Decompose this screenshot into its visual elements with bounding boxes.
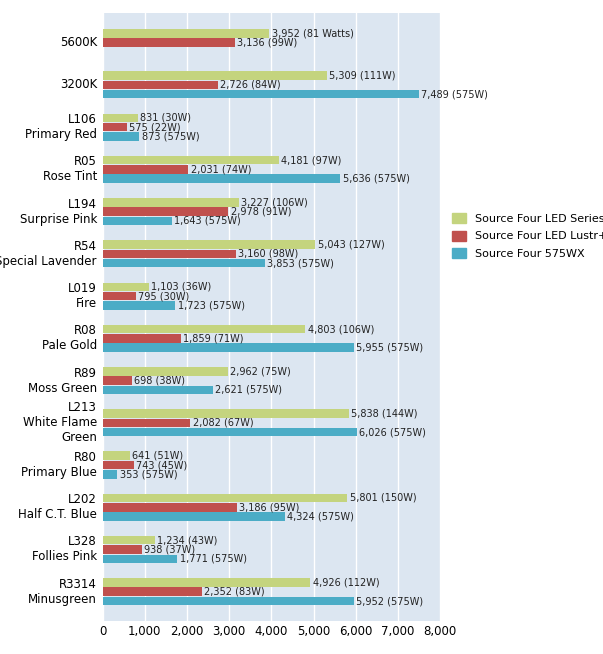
Text: 2,082 (67W): 2,082 (67W) — [193, 418, 253, 428]
Text: 795 (30W): 795 (30W) — [139, 291, 189, 301]
Text: 6,026 (575W): 6,026 (575W) — [359, 427, 426, 437]
Bar — [103, 470, 118, 479]
Text: 5,309 (111W): 5,309 (111W) — [329, 71, 396, 80]
Text: 4,181 (97W): 4,181 (97W) — [282, 155, 342, 165]
Bar — [103, 343, 354, 352]
Text: 2,978 (91W): 2,978 (91W) — [230, 207, 291, 216]
Text: 4,926 (112W): 4,926 (112W) — [313, 577, 379, 587]
Text: 831 (30W): 831 (30W) — [140, 113, 191, 123]
Bar — [103, 512, 285, 521]
Bar — [103, 428, 357, 436]
Text: 3,853 (575W): 3,853 (575W) — [268, 258, 334, 268]
Bar — [103, 175, 341, 183]
Bar — [103, 587, 202, 596]
Bar — [103, 367, 227, 375]
Bar — [103, 409, 349, 418]
Text: 7,489 (575W): 7,489 (575W) — [421, 89, 488, 99]
Bar — [103, 292, 136, 300]
Bar — [103, 198, 239, 207]
Bar — [103, 283, 149, 291]
Text: 2,352 (83W): 2,352 (83W) — [204, 587, 265, 596]
Bar — [103, 123, 127, 131]
Text: 1,103 (36W): 1,103 (36W) — [151, 282, 212, 292]
Bar — [103, 207, 228, 216]
Bar — [103, 334, 181, 343]
Bar — [103, 80, 218, 89]
Text: 698 (38W): 698 (38W) — [134, 375, 185, 386]
Bar — [103, 156, 279, 164]
Bar — [103, 240, 315, 249]
Text: 873 (575W): 873 (575W) — [142, 131, 200, 141]
Text: 3,160 (98W): 3,160 (98W) — [238, 249, 298, 259]
Bar — [103, 301, 175, 309]
Bar — [103, 325, 305, 334]
Text: 2,962 (75W): 2,962 (75W) — [230, 366, 291, 376]
Text: 5,043 (127W): 5,043 (127W) — [318, 239, 385, 250]
Text: 3,952 (81 Watts): 3,952 (81 Watts) — [271, 28, 353, 39]
Bar — [103, 90, 418, 99]
Bar — [103, 165, 188, 173]
Bar — [103, 132, 139, 141]
Bar — [103, 461, 134, 470]
Text: 743 (45W): 743 (45W) — [136, 460, 188, 470]
Bar — [103, 71, 327, 80]
Text: 5,955 (575W): 5,955 (575W) — [356, 343, 423, 353]
Text: 5,838 (144W): 5,838 (144W) — [352, 409, 418, 419]
Bar — [103, 545, 142, 554]
Text: 641 (51W): 641 (51W) — [132, 451, 183, 460]
Text: 938 (37W): 938 (37W) — [145, 545, 195, 555]
Bar — [103, 216, 172, 225]
Text: 1,234 (43W): 1,234 (43W) — [157, 535, 217, 545]
Bar — [103, 451, 130, 460]
Text: 5,952 (575W): 5,952 (575W) — [356, 596, 423, 606]
Text: 2,726 (84W): 2,726 (84W) — [220, 80, 280, 90]
Bar — [103, 555, 177, 563]
Bar — [103, 536, 154, 545]
Bar — [103, 259, 265, 267]
Bar — [103, 503, 237, 511]
Text: 4,324 (575W): 4,324 (575W) — [288, 511, 354, 521]
Bar — [103, 596, 354, 606]
Bar — [103, 419, 191, 427]
Text: 4,803 (106W): 4,803 (106W) — [308, 324, 374, 334]
Text: 1,859 (71W): 1,859 (71W) — [183, 334, 244, 343]
Text: 3,227 (106W): 3,227 (106W) — [241, 198, 308, 207]
Text: 3,136 (99W): 3,136 (99W) — [237, 38, 297, 48]
Text: 1,723 (575W): 1,723 (575W) — [177, 300, 245, 311]
Bar — [103, 250, 236, 258]
Text: 2,031 (74W): 2,031 (74W) — [191, 164, 251, 175]
Text: 5,636 (575W): 5,636 (575W) — [343, 174, 409, 184]
Bar — [103, 114, 137, 122]
Text: 5,801 (150W): 5,801 (150W) — [350, 493, 416, 503]
Text: 1,643 (575W): 1,643 (575W) — [174, 216, 241, 226]
Text: 353 (575W): 353 (575W) — [120, 470, 177, 479]
Bar — [103, 376, 132, 385]
Bar — [103, 39, 235, 47]
Bar — [103, 578, 311, 587]
Text: 1,771 (575W): 1,771 (575W) — [180, 554, 247, 564]
Bar — [103, 494, 347, 502]
Text: 575 (22W): 575 (22W) — [129, 122, 181, 132]
Bar — [103, 386, 213, 394]
Text: 2,621 (575W): 2,621 (575W) — [215, 385, 282, 395]
Text: 3,186 (95W): 3,186 (95W) — [239, 502, 300, 512]
Bar — [103, 29, 270, 38]
Legend: Source Four LED Series 2 Lustr, Source Four LED Lustr+, Source Four 575WX: Source Four LED Series 2 Lustr, Source F… — [452, 213, 603, 259]
